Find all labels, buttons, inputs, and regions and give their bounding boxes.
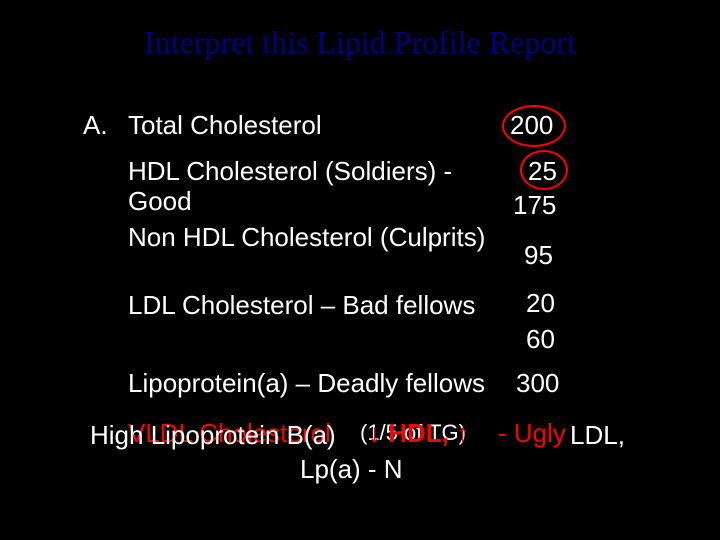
row-vldl-ugly: - Ugly <box>498 418 566 449</box>
list-letter: A. <box>83 110 108 141</box>
value-95: 95 <box>524 240 553 271</box>
ellipse-25 <box>520 150 568 190</box>
row-lpa-label: Lipoprotein(a) – Deadly fellows <box>128 368 485 399</box>
row-lpa-value: 300 <box>516 368 559 399</box>
overlay-lpa-n: Lp(a) - N <box>300 454 403 485</box>
value-175: 175 <box>513 190 556 221</box>
ellipse-200 <box>502 105 566 147</box>
row-hdl-label2: Good <box>128 186 192 217</box>
row-hdl-label1: HDL Cholesterol (Soldiers) - <box>128 156 452 187</box>
overlay-hdl-arrow: ↓ HDL, ↑ <box>368 418 469 449</box>
row-ldl-label: LDL Cholesterol – Bad fellows <box>128 290 475 321</box>
row-ldl-value: 20 <box>526 288 555 319</box>
overlay-ldl-tail: LDL, <box>570 420 625 451</box>
row-total-label: Total Cholesterol <box>128 110 322 141</box>
slide-title: Interpret this Lipid Profile Report <box>0 24 720 61</box>
overlay-high-lipo: High Lipoprotein B(a) <box>90 420 336 451</box>
row-nonhdl-label: Non HDL Cholesterol (Culprits) <box>128 222 485 253</box>
value-60: 60 <box>526 324 555 355</box>
